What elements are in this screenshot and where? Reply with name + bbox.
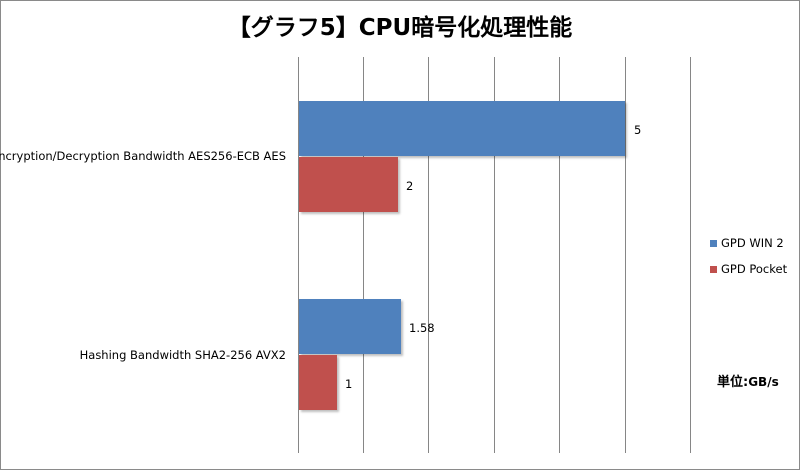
gridline xyxy=(625,57,626,453)
unit-value: GB/s xyxy=(748,375,779,389)
value-label-sha-gpd-win2: 1.58 xyxy=(409,321,435,335)
gridline xyxy=(494,57,495,453)
unit-label: 単位:GB/s xyxy=(717,371,779,390)
value-label-aes-gpd-win2: 5 xyxy=(634,123,642,137)
gridline xyxy=(428,57,429,453)
legend-item-gpd-win2: GPD WIN 2 xyxy=(710,236,784,250)
legend-label: GPD Pocket xyxy=(721,262,788,276)
bar-aes-gpd-win2 xyxy=(299,101,625,156)
gridline xyxy=(690,57,691,453)
chart-title: 【グラフ5】CPU暗号化処理性能 xyxy=(227,15,573,41)
gridline xyxy=(559,57,560,453)
category-label-aes: Encryption/Decryption Bandwidth AES256-E… xyxy=(0,149,286,163)
legend-label: GPD WIN 2 xyxy=(721,236,784,250)
value-label-aes-gpd-pocket: 2 xyxy=(406,179,414,193)
legend-swatch-blue xyxy=(710,239,717,247)
bar-aes-gpd-pocket xyxy=(299,157,398,212)
legend-item-gpd-pocket: GPD Pocket xyxy=(710,262,787,276)
gridline xyxy=(363,57,364,453)
unit-prefix: 単位: xyxy=(717,375,749,390)
value-label-sha-gpd-pocket: 1 xyxy=(345,377,353,391)
bar-sha-gpd-win2 xyxy=(299,299,401,354)
category-label-sha: Hashing Bandwidth SHA2-256 AVX2 xyxy=(79,348,286,362)
gridline-axis xyxy=(298,57,299,453)
legend-swatch-red xyxy=(710,265,717,273)
bar-sha-gpd-pocket xyxy=(299,355,337,410)
